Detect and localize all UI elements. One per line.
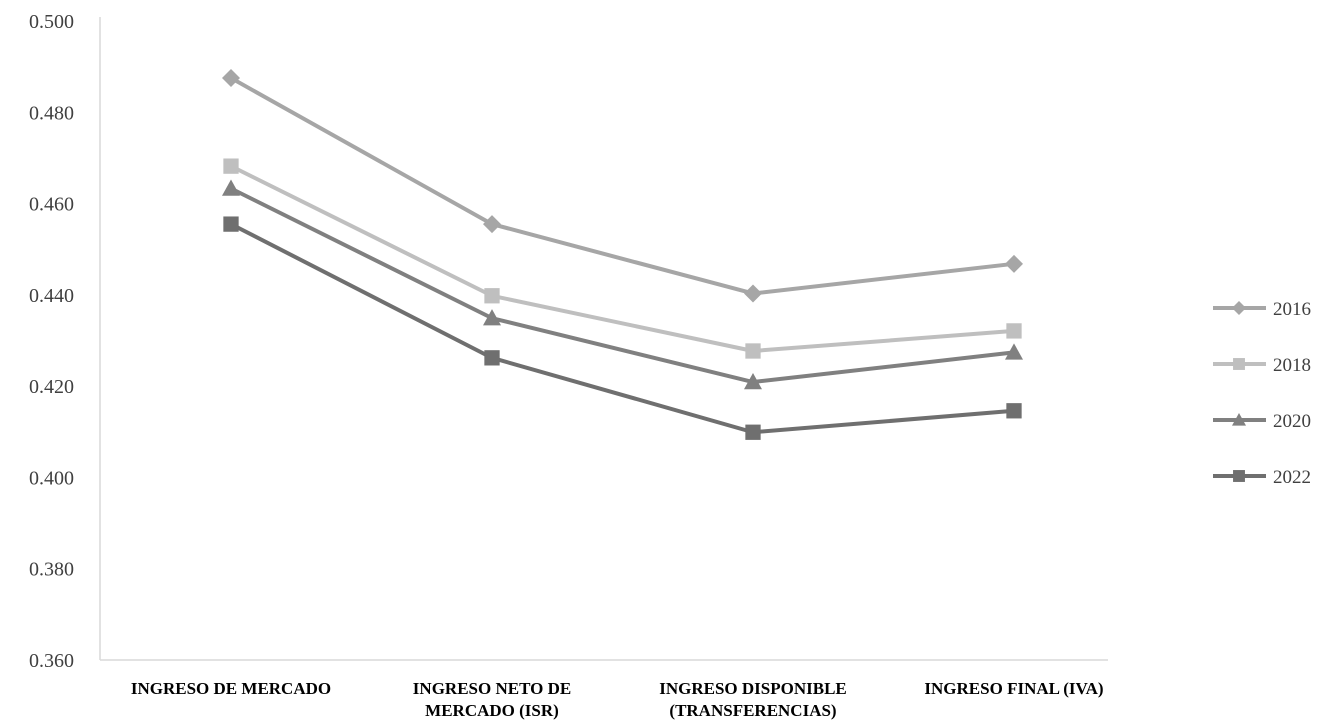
series-line: [230, 76, 1015, 296]
y-axis-ticks: 0.360 0.380 0.400 0.420 0.440 0.460 0.480 0.500: [29, 11, 74, 672]
data-point: [745, 343, 761, 359]
data-point: [483, 309, 501, 326]
y-tick-label: 0.460: [29, 194, 74, 216]
legend-label: 2018: [1273, 355, 1311, 376]
legend-label: 2022: [1273, 467, 1311, 488]
legend-label: 2020: [1273, 411, 1311, 432]
data-point: [484, 350, 500, 366]
legend-item-2022: 2022: [1213, 467, 1311, 488]
data-point: [744, 373, 762, 390]
x-axis-ticks: INGRESO DE MERCADO INGRESO NETO DE MERCADO…: [131, 679, 1104, 720]
data-point: [1006, 323, 1022, 339]
y-tick-label: 0.480: [29, 102, 74, 124]
data-point: [1006, 403, 1022, 419]
data-point: [222, 69, 240, 88]
series-2016: [222, 69, 1023, 303]
data-point: [223, 158, 239, 174]
series-line: [230, 164, 1015, 353]
data-point: [744, 284, 762, 303]
legend-item-2020: 2020: [1213, 411, 1311, 432]
series-2022: [223, 216, 1022, 440]
axes: [99, 17, 1108, 661]
data-point: [1233, 470, 1245, 482]
data-point: [1005, 254, 1023, 273]
series-line: [230, 186, 1015, 385]
x-tick-label: INGRESO NETO DE: [413, 679, 571, 698]
x-tick-label: INGRESO FINAL (IVA): [924, 679, 1103, 698]
series-2018: [223, 158, 1022, 359]
series-2020: [222, 179, 1023, 390]
data-point: [484, 288, 500, 304]
series-line: [230, 222, 1015, 435]
data-point: [483, 215, 501, 234]
y-tick-label: 0.440: [29, 285, 74, 307]
legend-label: 2016: [1273, 299, 1311, 320]
data-point: [745, 424, 761, 440]
data-point: [1232, 301, 1246, 315]
series-group: [222, 69, 1023, 440]
y-tick-label: 0.360: [29, 650, 74, 672]
data-point: [1005, 343, 1023, 360]
y-tick-label: 0.400: [29, 467, 74, 489]
data-point: [1233, 358, 1245, 370]
legend: 2016 2018 2020 2022: [1213, 299, 1311, 488]
y-tick-label: 0.380: [29, 559, 74, 581]
y-tick-label: 0.500: [29, 11, 74, 33]
x-tick-label: (TRANSFERENCIAS): [669, 701, 836, 720]
data-point: [1232, 413, 1246, 426]
legend-item-2016: 2016: [1213, 299, 1311, 320]
x-tick-label: MERCADO (ISR): [425, 701, 559, 720]
legend-item-2018: 2018: [1213, 355, 1311, 376]
data-point: [222, 179, 240, 196]
data-point: [223, 216, 239, 232]
y-tick-label: 0.420: [29, 376, 74, 398]
x-tick-label: INGRESO DE MERCADO: [131, 679, 331, 698]
x-tick-label: INGRESO DISPONIBLE: [659, 679, 847, 698]
